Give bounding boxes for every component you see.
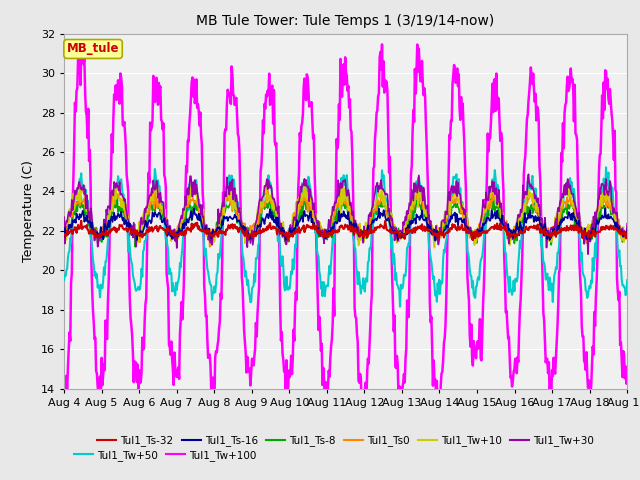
Y-axis label: Temperature (C): Temperature (C) bbox=[22, 160, 35, 262]
Text: MB_tule: MB_tule bbox=[67, 42, 119, 56]
Title: MB Tule Tower: Tule Temps 1 (3/19/14-now): MB Tule Tower: Tule Temps 1 (3/19/14-now… bbox=[196, 14, 495, 28]
Legend: Tul1_Tw+50, Tul1_Tw+100: Tul1_Tw+50, Tul1_Tw+100 bbox=[70, 445, 260, 465]
